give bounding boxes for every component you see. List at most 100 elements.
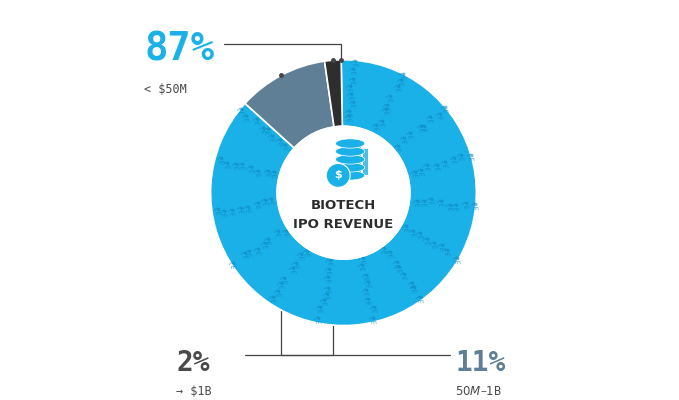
Text: ⚗: ⚗ bbox=[396, 78, 405, 88]
Text: ⚗: ⚗ bbox=[262, 237, 272, 247]
Text: ⚗: ⚗ bbox=[266, 134, 275, 144]
Text: ⚗: ⚗ bbox=[231, 162, 240, 172]
Text: ⚗: ⚗ bbox=[399, 136, 408, 146]
Text: ⚗: ⚗ bbox=[235, 206, 244, 216]
Text: ⚗: ⚗ bbox=[253, 169, 262, 179]
Text: ⚗: ⚗ bbox=[422, 163, 431, 173]
Text: $50M – $1B: $50M – $1B bbox=[455, 386, 502, 398]
Text: ⚗: ⚗ bbox=[345, 92, 354, 102]
Text: ⚗: ⚗ bbox=[435, 200, 445, 210]
Ellipse shape bbox=[335, 147, 365, 156]
Text: ⚗: ⚗ bbox=[465, 153, 474, 163]
Text: ⚗: ⚗ bbox=[456, 153, 465, 163]
Text: ⚗: ⚗ bbox=[439, 105, 448, 115]
Text: ⚗: ⚗ bbox=[409, 170, 418, 180]
Text: ⚗: ⚗ bbox=[314, 305, 324, 315]
Circle shape bbox=[326, 164, 350, 187]
Text: → $1B: → $1B bbox=[176, 386, 212, 398]
Text: ⚗: ⚗ bbox=[424, 115, 433, 125]
Text: ⚗: ⚗ bbox=[357, 256, 366, 266]
Text: IPO REVENUE: IPO REVENUE bbox=[293, 218, 394, 231]
Text: ⚗: ⚗ bbox=[444, 203, 454, 213]
Text: ⚗: ⚗ bbox=[367, 316, 377, 326]
Text: ⚗: ⚗ bbox=[384, 250, 394, 260]
Text: ⚗: ⚗ bbox=[393, 265, 403, 275]
Text: ⚗: ⚗ bbox=[431, 163, 440, 173]
Text: ⚗: ⚗ bbox=[272, 289, 281, 299]
Text: ⚗: ⚗ bbox=[218, 209, 227, 219]
Ellipse shape bbox=[335, 171, 365, 180]
Text: ⚗: ⚗ bbox=[425, 196, 435, 206]
Text: BIOTECH: BIOTECH bbox=[311, 200, 376, 212]
Text: ⚗: ⚗ bbox=[356, 263, 365, 273]
Text: ⚗: ⚗ bbox=[435, 112, 444, 122]
Text: ⚗: ⚗ bbox=[422, 236, 430, 246]
Text: ⚗: ⚗ bbox=[348, 76, 357, 86]
Text: ⚗: ⚗ bbox=[451, 203, 460, 213]
Text: ⚗: ⚗ bbox=[405, 131, 414, 141]
Text: ⚗: ⚗ bbox=[257, 126, 266, 136]
Text: ⚗: ⚗ bbox=[262, 169, 272, 179]
Text: ⚗: ⚗ bbox=[416, 124, 424, 134]
Ellipse shape bbox=[335, 155, 365, 164]
Text: ⚗: ⚗ bbox=[469, 202, 479, 212]
Bar bbox=[341, 160, 346, 175]
Text: ⚗: ⚗ bbox=[323, 275, 332, 285]
Text: ⚗: ⚗ bbox=[415, 231, 424, 241]
Text: ⚗: ⚗ bbox=[344, 84, 353, 94]
Text: ⚗: ⚗ bbox=[252, 246, 261, 256]
Text: 2%: 2% bbox=[176, 349, 210, 377]
Text: $: $ bbox=[334, 170, 342, 180]
Text: ⚗: ⚗ bbox=[274, 138, 283, 148]
Text: ⚗: ⚗ bbox=[449, 156, 458, 166]
Wedge shape bbox=[245, 61, 334, 148]
Text: ⚗: ⚗ bbox=[318, 298, 328, 308]
Text: ⚗: ⚗ bbox=[408, 285, 418, 295]
Text: ⚗: ⚗ bbox=[392, 84, 402, 94]
Text: ⚗: ⚗ bbox=[348, 66, 356, 76]
Text: ⚗: ⚗ bbox=[240, 114, 250, 124]
Text: ⚗: ⚗ bbox=[348, 100, 356, 110]
Text: ⚗: ⚗ bbox=[344, 109, 352, 119]
Text: ⚗: ⚗ bbox=[324, 267, 333, 277]
Text: ⚗: ⚗ bbox=[243, 249, 253, 259]
Text: ⚗: ⚗ bbox=[251, 117, 260, 127]
Text: ⚗: ⚗ bbox=[384, 94, 394, 104]
Text: ⚗: ⚗ bbox=[236, 162, 246, 172]
Circle shape bbox=[277, 126, 410, 259]
Text: ⚗: ⚗ bbox=[349, 59, 359, 69]
Text: ⚗: ⚗ bbox=[322, 286, 331, 296]
Text: ⚗: ⚗ bbox=[460, 200, 469, 210]
Text: ⚗: ⚗ bbox=[272, 229, 281, 239]
Bar bbox=[363, 149, 368, 175]
Text: ⚗: ⚗ bbox=[321, 292, 330, 302]
Text: ⚗: ⚗ bbox=[313, 316, 322, 326]
Text: 11%: 11% bbox=[455, 349, 505, 377]
Text: ⚗: ⚗ bbox=[280, 229, 290, 239]
Text: ⚗: ⚗ bbox=[290, 261, 299, 271]
Text: ⚗: ⚗ bbox=[268, 170, 277, 180]
Text: ⚗: ⚗ bbox=[265, 197, 275, 207]
Text: ⚗: ⚗ bbox=[361, 273, 369, 283]
Text: ⚗: ⚗ bbox=[362, 297, 371, 307]
Text: ⚗: ⚗ bbox=[239, 251, 248, 261]
Text: ⚗: ⚗ bbox=[452, 256, 460, 266]
Text: ⚗: ⚗ bbox=[401, 224, 410, 234]
Text: ⚗: ⚗ bbox=[418, 198, 427, 208]
Wedge shape bbox=[210, 60, 477, 326]
Text: ⚗: ⚗ bbox=[371, 123, 380, 133]
Text: ⚗: ⚗ bbox=[392, 260, 401, 270]
Text: ⚗: ⚗ bbox=[263, 127, 272, 137]
Bar bbox=[355, 144, 361, 175]
Text: ⚗: ⚗ bbox=[398, 72, 407, 82]
Text: ⚗: ⚗ bbox=[399, 272, 408, 282]
Text: ⚗: ⚗ bbox=[278, 276, 288, 286]
Text: ⚗: ⚗ bbox=[407, 229, 417, 239]
Text: ⚗: ⚗ bbox=[325, 258, 334, 268]
Text: ⚗: ⚗ bbox=[368, 304, 378, 314]
Text: ⚗: ⚗ bbox=[382, 103, 391, 113]
Text: ⚗: ⚗ bbox=[376, 119, 386, 129]
Text: ⚗: ⚗ bbox=[416, 168, 425, 178]
Text: ⚗: ⚗ bbox=[227, 261, 237, 271]
Text: ⚗: ⚗ bbox=[268, 295, 277, 305]
